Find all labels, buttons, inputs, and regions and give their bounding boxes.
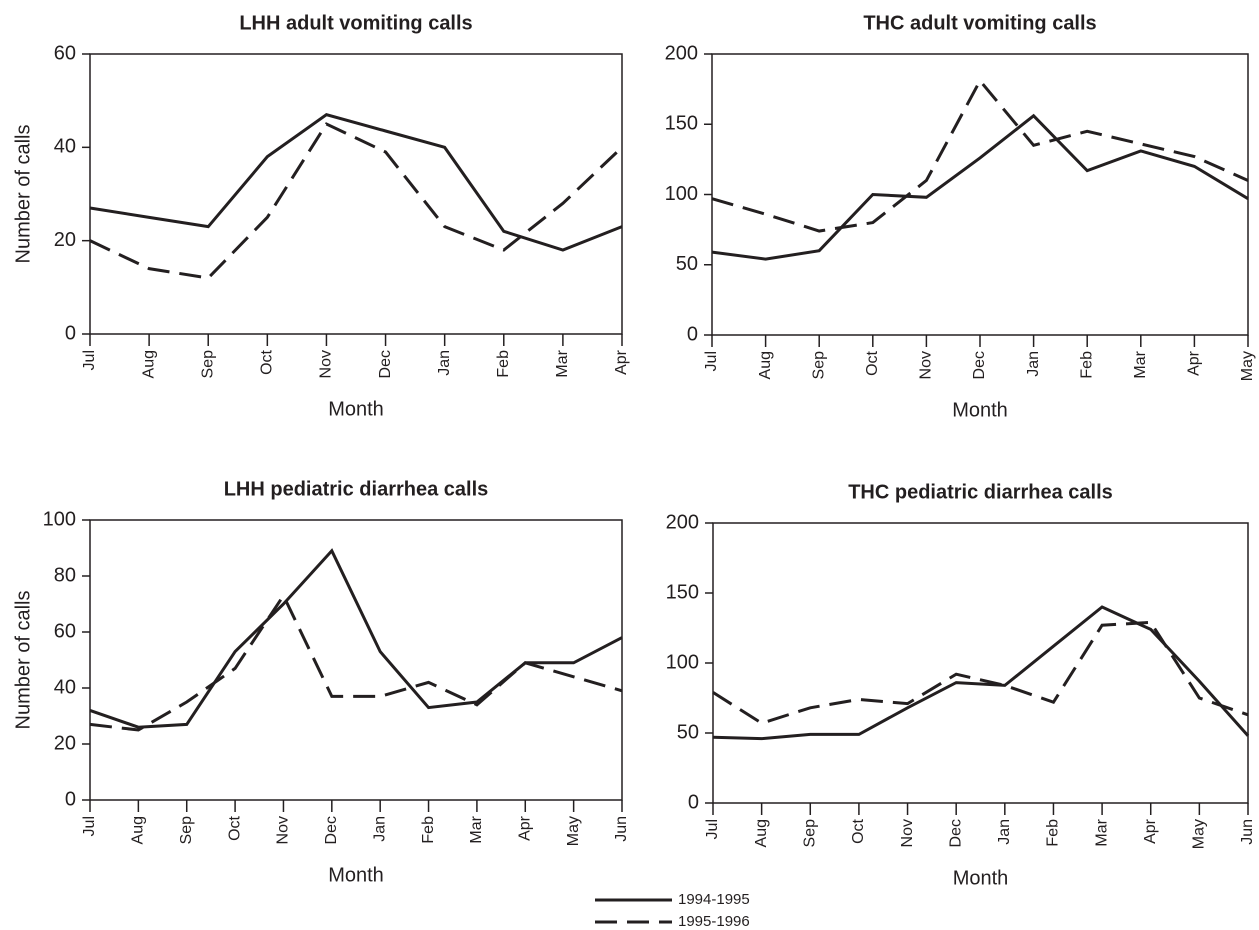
x-tick-label: Dec [323, 816, 340, 844]
x-tick-label: Sep [810, 351, 827, 380]
y-tick-label: 40 [54, 676, 76, 698]
x-tick-label: May [1191, 819, 1208, 849]
series-line [89, 592, 623, 732]
x-tick-label: Aug [753, 819, 770, 847]
x-tick-label: Jan [436, 350, 453, 376]
series-line [711, 78, 1249, 233]
x-tick-label: Jul [704, 819, 721, 839]
x-tick-label: Nov [899, 819, 916, 847]
x-tick-label: Nov [275, 816, 292, 844]
x-axis-title: Month [328, 864, 384, 886]
y-tick-label: 50 [676, 253, 698, 275]
x-tick-label: Sep [199, 350, 216, 379]
x-tick-label: Feb [1045, 819, 1062, 847]
x-tick-label: Apr [1142, 818, 1159, 844]
series-line [89, 548, 623, 729]
series-line [89, 113, 623, 252]
x-tick-label: Jun [613, 816, 630, 842]
y-axis-title: Number of calls [12, 125, 34, 264]
series-line [89, 122, 624, 280]
y-tick-label: 0 [65, 788, 76, 810]
x-tick-label: Mar [468, 815, 485, 843]
series-line [711, 113, 1249, 261]
x-tick-label: Dec [377, 350, 394, 378]
y-tick-label: 50 [677, 721, 699, 743]
x-tick-label: Jul [81, 350, 98, 370]
plot-frame [711, 53, 1249, 336]
y-tick-label: 150 [665, 113, 698, 135]
x-tick-label: Dec [971, 351, 988, 379]
x-tick-label: Nov [318, 350, 335, 378]
plot-frame [89, 53, 623, 335]
x-tick-label: Jan [371, 816, 388, 842]
x-tick-label: Feb [495, 350, 512, 378]
x-tick-label: Jul [703, 351, 720, 371]
plot-frame [89, 519, 623, 801]
x-tick-label: Apr [613, 349, 630, 375]
x-tick-label: May [1239, 351, 1256, 381]
chart-title: LHH adult vomiting calls [239, 12, 472, 34]
x-tick-label: Aug [130, 816, 147, 844]
x-tick-label: Mar [554, 349, 571, 377]
y-tick-label: 100 [665, 183, 698, 205]
y-tick-label: 20 [54, 732, 76, 754]
x-tick-label: Jul [81, 816, 98, 836]
x-tick-label: Oct [850, 818, 867, 843]
y-tick-label: 60 [54, 42, 76, 64]
x-tick-label: Aug [140, 350, 157, 378]
x-axis-title: Month [328, 398, 384, 420]
x-tick-label: Mar [1093, 818, 1110, 846]
x-tick-label: Apr [516, 815, 533, 841]
x-tick-label: Jan [996, 819, 1013, 845]
chart-title: THC pediatric diarrhea calls [848, 481, 1113, 503]
y-tick-label: 150 [666, 581, 699, 603]
y-tick-label: 0 [687, 323, 698, 345]
x-tick-label: Oct [259, 349, 276, 374]
legend-label: 1995-1996 [678, 913, 750, 930]
x-tick-label: Jan [1025, 351, 1042, 377]
legend-label: 1994-1995 [678, 891, 750, 908]
chart-title: LHH pediatric diarrhea calls [224, 478, 489, 500]
y-tick-label: 80 [54, 564, 76, 586]
x-tick-label: Dec [947, 819, 964, 847]
y-tick-label: 60 [54, 620, 76, 642]
y-tick-label: 200 [665, 42, 698, 64]
y-axis-title: Number of calls [12, 591, 34, 730]
y-tick-label: 0 [688, 791, 699, 813]
x-tick-label: Aug [757, 351, 774, 379]
x-tick-label: May [565, 816, 582, 846]
x-tick-label: Feb [1078, 351, 1095, 379]
series-line [712, 620, 1249, 725]
x-axis-title: Month [953, 867, 1009, 889]
x-tick-label: Jun [1239, 819, 1256, 845]
y-tick-label: 40 [54, 136, 76, 158]
x-tick-label: Oct [226, 815, 243, 840]
x-tick-label: Sep [178, 816, 195, 845]
x-tick-label: Oct [864, 350, 881, 375]
plot-frame [712, 522, 1249, 804]
x-tick-label: Apr [1186, 350, 1203, 376]
x-tick-label: Feb [420, 816, 437, 844]
y-tick-label: 100 [43, 508, 76, 530]
x-tick-label: Nov [918, 351, 935, 379]
y-tick-label: 20 [54, 229, 76, 251]
y-tick-label: 0 [65, 322, 76, 344]
chart-title: THC adult vomiting calls [863, 12, 1096, 34]
y-tick-label: 100 [666, 651, 699, 673]
x-tick-label: Mar [1132, 350, 1149, 378]
series-line [712, 605, 1250, 741]
x-tick-label: Sep [801, 819, 818, 848]
y-tick-label: 200 [666, 511, 699, 533]
x-axis-title: Month [952, 399, 1008, 421]
